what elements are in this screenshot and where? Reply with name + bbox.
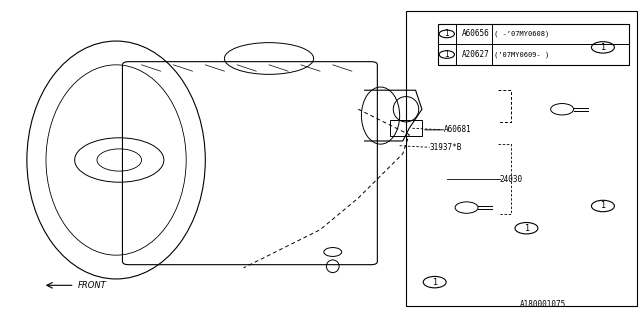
Bar bbox=[390, 120, 422, 136]
Text: A20627: A20627 bbox=[462, 50, 490, 59]
Text: (’07MY0609- ): (’07MY0609- ) bbox=[494, 51, 549, 58]
Text: 1: 1 bbox=[600, 202, 605, 211]
Text: A180001075: A180001075 bbox=[520, 300, 566, 309]
Text: FRONT: FRONT bbox=[78, 281, 107, 290]
Bar bbox=[406, 11, 637, 306]
Text: 1: 1 bbox=[444, 29, 449, 38]
Bar bbox=[438, 24, 629, 65]
Text: 1: 1 bbox=[444, 50, 449, 59]
Text: 1: 1 bbox=[432, 278, 437, 287]
Text: 1: 1 bbox=[524, 224, 529, 233]
Text: ( -’07MY0608): ( -’07MY0608) bbox=[494, 31, 549, 37]
Text: A60681: A60681 bbox=[444, 125, 472, 134]
Text: 24030: 24030 bbox=[500, 174, 523, 184]
Text: A60656: A60656 bbox=[462, 29, 490, 38]
Text: 1: 1 bbox=[600, 43, 605, 52]
Text: 31937*B: 31937*B bbox=[429, 143, 462, 152]
